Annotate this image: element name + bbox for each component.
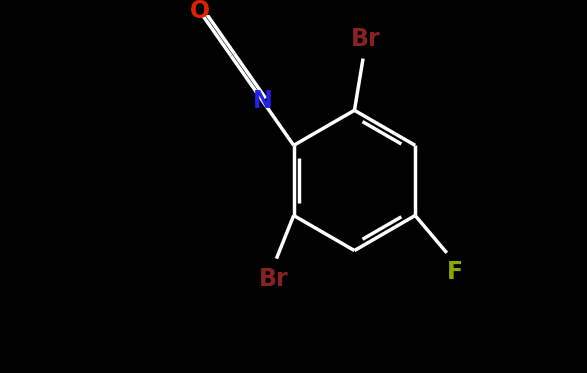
Text: Br: Br (259, 267, 288, 291)
Text: O: O (190, 0, 210, 23)
Text: Br: Br (350, 26, 380, 50)
Text: F: F (447, 260, 464, 284)
Text: N: N (252, 89, 272, 113)
